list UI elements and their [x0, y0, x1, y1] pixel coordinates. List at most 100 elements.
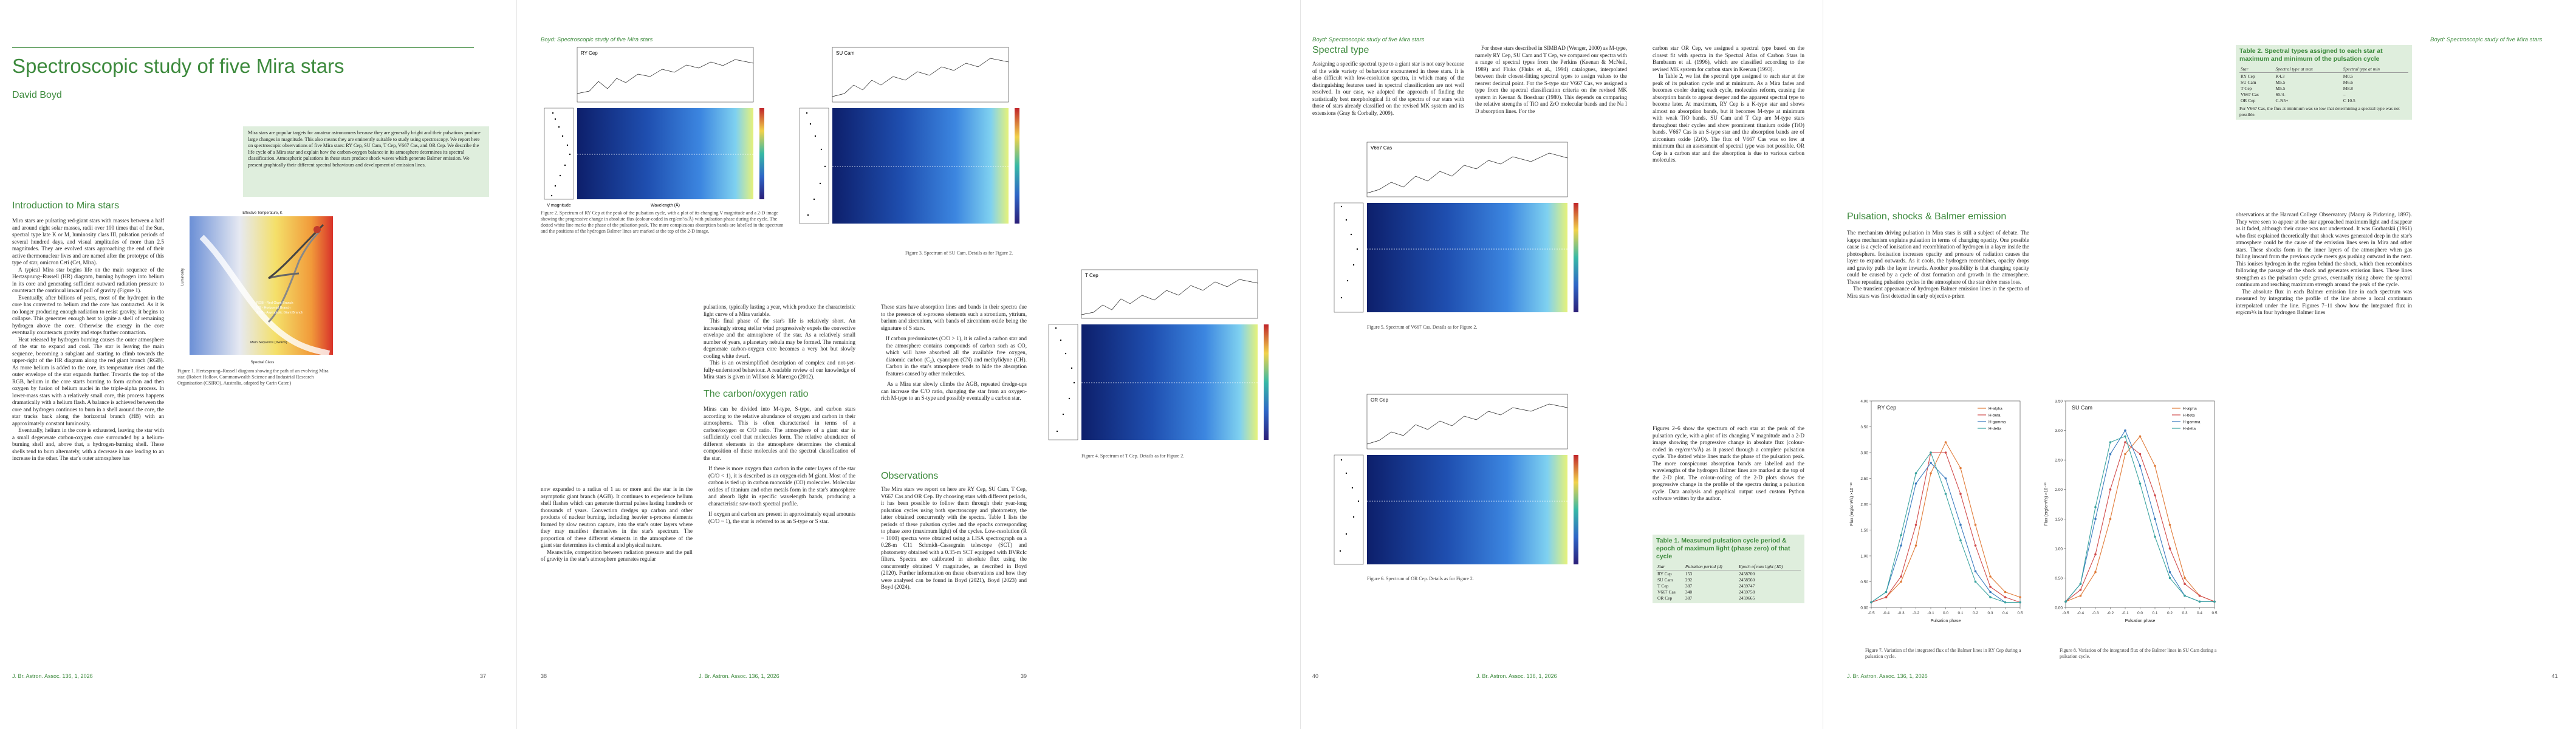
table-row: SU Cam M5.5 M6.6 [2239, 79, 2408, 85]
table-1-header-2: Epoch of max light (JD) [1738, 563, 1801, 570]
p41-column-2: observations at the Harvard College Obse… [2236, 211, 2412, 317]
y-tick-label: 3.00 [1860, 451, 1868, 456]
y-tick-label: 1.50 [2055, 518, 2063, 522]
table-cell: S5/4- [2275, 91, 2286, 97]
table-2-note: For V667 Cas, the flux at minimum was so… [2239, 106, 2400, 117]
data-point [1959, 524, 1962, 526]
figure-5-caption: Figure 5. Spectrum of V667 Cas. Details … [1367, 324, 1478, 330]
data-point [2198, 600, 2201, 603]
data-point [1930, 462, 1932, 464]
figure-1-caption: Figure 1. Hertzsprung–Russell diagram sh… [177, 368, 329, 386]
figure-6-caption: Figure 6. Spectrum of OR Cep. Details as… [1367, 576, 1474, 581]
vmag-plot [544, 108, 574, 200]
data-point [2079, 594, 2082, 597]
legend-label: H-beta [1989, 414, 2001, 418]
data-point [2109, 518, 2112, 521]
paragraph: These stars have absorption lines and ba… [881, 304, 1027, 331]
data-point [1989, 596, 1992, 598]
data-point [1944, 493, 1947, 495]
table-row: SU Cam 292 2458560 [1656, 577, 1801, 583]
x-tick-label: 0.2 [1973, 611, 1978, 615]
star-label: RY Cep [581, 50, 598, 56]
figure-7-chart: 0.00 0.50 1.00 1.50 2.00 2.50 3.00 3.50 4.00 -0.5… [1847, 389, 2029, 644]
data-point [2184, 577, 2186, 580]
footer-journal: J. Br. Astron. Assoc. 136, 1, 2026 [699, 673, 779, 679]
data-point [2139, 482, 2142, 485]
article-title: Spectroscopic study of five Mira stars [12, 55, 344, 77]
table-cell: 2458560 [1739, 577, 1755, 583]
running-head: Boyd: Spectroscopic study of five Mira s… [2430, 36, 2543, 43]
figure-4-panel: T Cep [1045, 267, 1294, 450]
table-row: V667 Cas S5/4- – [2239, 91, 2408, 97]
x-tick-label: -0.4 [1883, 611, 1890, 615]
hr-bottom-label: Spectral Class [251, 361, 275, 364]
data-point [2094, 506, 2097, 508]
data-point [2168, 524, 2171, 526]
x-tick-label: -0.4 [2077, 611, 2084, 615]
data-point [2139, 453, 2142, 456]
paragraph: Meanwhile, competition between radiation… [541, 549, 693, 563]
data-point [2109, 488, 2112, 491]
x-tick-label: 0.2 [2167, 611, 2173, 615]
figures-description: Figures 2–6 show the spectrum of each st… [1653, 425, 1804, 502]
y-axis-label: Flux (erg/cm²/s) ×10⁻¹³ [1850, 482, 1854, 526]
y-tick-label: 1.00 [1860, 555, 1868, 559]
table-2: Table 2. Spectral types assigned to each… [2236, 45, 2412, 120]
paragraph: The mechanism driving pulsation in Mira … [1847, 230, 2029, 285]
data-point [1974, 580, 1977, 583]
spectrum-line [577, 59, 754, 94]
hr-dwarfs-label: Main Sequence (Dwarfs) [250, 341, 287, 344]
bullet-item: If carbon predominates (C/O > 1), it is … [886, 335, 1027, 377]
paragraph: observations at the Harvard College Obse… [2236, 211, 2412, 287]
page-number: 39 [1021, 673, 1027, 679]
section-pulsation-heading: Pulsation, shocks & Balmer emission [1847, 211, 2007, 222]
data-point [2184, 594, 2186, 597]
y-tick-label: 0.50 [2055, 577, 2063, 581]
table-cell: V667 Cas [2241, 91, 2259, 97]
page-number: 37 [480, 673, 487, 679]
data-point [1900, 575, 1902, 578]
table-cell: M5.5 [2275, 79, 2286, 85]
data-point [2094, 518, 2097, 521]
data-point [1900, 544, 1902, 547]
chart-title: RY Cep [1877, 405, 1896, 411]
table-cell: RY Cep [1657, 570, 1672, 577]
footer-journal: J. Br. Astron. Assoc. 136, 1, 2026 [12, 673, 93, 679]
bullet-item: If oxygen and carbon are present in appr… [708, 511, 855, 524]
data-point [1974, 570, 1977, 573]
figure-7-caption: Figure 7. Variation of the integrated fl… [1865, 648, 2021, 659]
data-point [1959, 539, 1962, 542]
page-divider [1300, 0, 1301, 729]
y-tick-label: 0.00 [2055, 606, 2063, 611]
table-cell: OR Cep [1657, 595, 1673, 601]
y-axis-label: Flux (erg/cm²/s) ×10⁻¹³ [2044, 482, 2049, 526]
abstract-box: Mira stars are popular targets for amate… [243, 126, 489, 197]
paragraph: Heat released by hydrogen burning causes… [12, 336, 164, 426]
page-number: 38 [541, 673, 547, 679]
y-tick-label: 4.00 [1860, 400, 1868, 404]
x-tick-label: -0.1 [2122, 611, 2129, 615]
data-point [2109, 453, 2112, 456]
table-cell: K4.3 [2275, 73, 2285, 79]
table-cell: 2458700 [1739, 570, 1755, 577]
paragraph: Assigning a specific spectral type to a … [1312, 61, 1464, 116]
spectrum-frame [577, 47, 754, 103]
data-point [1885, 596, 1888, 598]
figure-3-panel: SU Cam [796, 45, 1033, 245]
y-tick-label: 3.50 [1860, 425, 1868, 430]
section-co-heading: The carbon/oxygen ratio [704, 389, 809, 399]
balmer-flux-chart-ry-cep: 0.00 0.50 1.00 1.50 2.00 2.50 3.00 3.50 4.00 -0.5… [1850, 400, 2023, 624]
legend-label: H-beta [2183, 414, 2195, 418]
data-point [1944, 477, 1947, 480]
x-tick-label: 0.4 [2197, 611, 2202, 615]
v667-cas-spectrum-figure: V667 Cas [1334, 142, 1578, 313]
y-tick-label: 3.50 [2055, 400, 2063, 404]
page-37: Spectroscopic study of five Mira stars D… [12, 0, 498, 729]
t-cep-spectrum-figure: T Cep [1048, 269, 1269, 440]
x-tick-label: -0.2 [1913, 611, 1920, 615]
data-point [1930, 451, 1932, 454]
table-2-title: Table 2. Spectral types assigned to each… [2239, 47, 2383, 63]
page-divider [516, 0, 517, 729]
table-cell: 2459758 [1739, 589, 1755, 595]
figure-2-caption: Figure 2. Spectrum of RY Cep at the peak… [541, 210, 784, 234]
